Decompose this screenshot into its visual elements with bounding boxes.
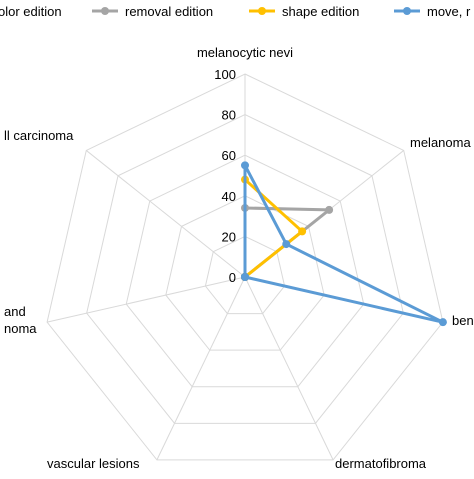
grid-spoke (85, 150, 246, 278)
grid-ring (204, 235, 286, 315)
tick-label: 60 (222, 148, 236, 163)
category-label: vascular lesions (47, 456, 140, 471)
grid-ring (125, 154, 365, 388)
legend-label: move, r (427, 4, 471, 19)
series-point (241, 161, 249, 170)
category-label: melanocytic nevi (197, 45, 293, 60)
series-2 (241, 175, 307, 281)
tick-label: 20 (222, 229, 236, 244)
radial-axis-ticks: 0 20 40 60 80 100 (214, 67, 236, 285)
legend-item: olor edition (0, 4, 62, 19)
legend: olor edition removal edition shape edition… (0, 4, 471, 19)
series-line (243, 178, 304, 279)
grid-spoke (156, 276, 246, 461)
tick-label: 80 (222, 108, 236, 123)
series-point (282, 240, 291, 249)
series-3 (241, 161, 447, 327)
category-label: melanoma (410, 135, 471, 150)
category-labels: melanocytic nevi melanoma ben dermatofibrom… (4, 45, 474, 471)
grid-ring (165, 195, 325, 351)
legend-swatch-marker (101, 7, 109, 15)
category-label: noma (4, 321, 37, 336)
series-point (325, 205, 334, 214)
grid-spoke (46, 276, 246, 323)
category-label: and (4, 304, 26, 319)
series-point (298, 227, 307, 236)
legend-label: removal edition (125, 4, 213, 19)
legend-label: olor edition (0, 4, 62, 19)
tick-label: 0 (229, 270, 236, 285)
grid-ring (46, 73, 444, 461)
grid-ring (86, 114, 404, 424)
series-point (241, 273, 249, 281)
grid-spoke (244, 276, 334, 461)
series-point (438, 318, 447, 327)
category-label: dermatofibroma (335, 456, 427, 471)
legend-swatch-marker (403, 7, 411, 15)
legend-item: removal edition (92, 4, 213, 19)
category-label: ll carcinoma (4, 128, 74, 143)
legend-item: shape edition (249, 4, 359, 19)
tick-label: 100 (214, 67, 236, 82)
series-layer (241, 161, 447, 327)
legend-item: move, r (394, 4, 471, 19)
tick-label: 40 (222, 189, 236, 204)
category-label: ben (452, 313, 474, 328)
legend-swatch-marker (258, 7, 266, 15)
legend-label: shape edition (282, 4, 359, 19)
